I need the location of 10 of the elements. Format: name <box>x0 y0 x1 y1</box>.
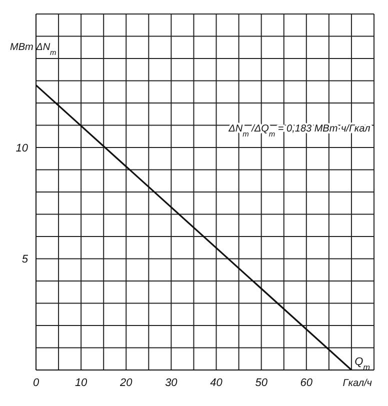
x-tick-label: 50 <box>255 376 268 389</box>
y-axis-title: МВт ΔN$_{т}$ <box>10 42 56 56</box>
x-tick-label: 40 <box>210 376 224 389</box>
x-tick-label: 20 <box>119 376 134 389</box>
x-tick-label: 10 <box>74 376 88 389</box>
y-tick-label: 5 <box>22 254 29 266</box>
x-tick-label: 0 <box>32 376 40 389</box>
x-tick-label: 60 <box>300 376 314 389</box>
x-tick-label: 30 <box>165 376 178 389</box>
x-axis-title: Гкал/ч <box>342 378 372 389</box>
